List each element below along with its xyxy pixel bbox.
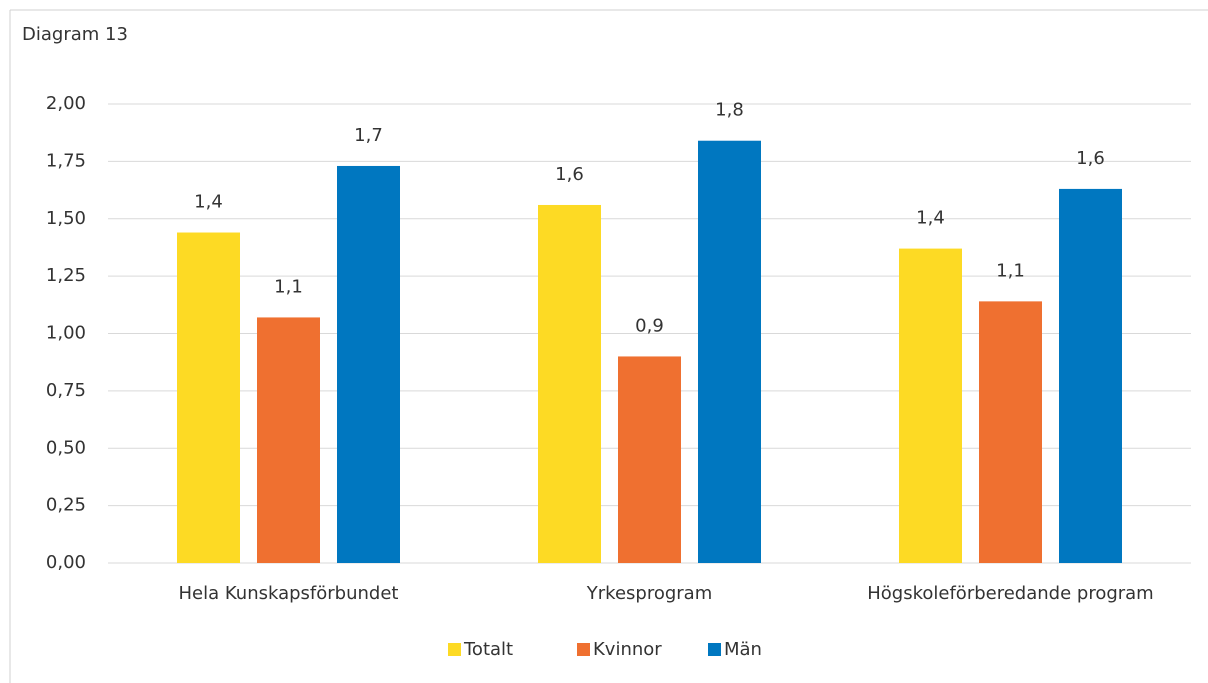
legend-swatch (708, 643, 721, 656)
legend-swatch (577, 643, 590, 656)
legend-label: Män (724, 639, 762, 660)
y-tick-label: 1,25 (46, 265, 86, 286)
y-tick-label: 0,75 (46, 380, 86, 401)
bar (538, 204, 601, 564)
legend-label: Totalt (463, 639, 513, 660)
bar (1059, 188, 1122, 564)
data-label: 1,6 (1076, 148, 1105, 169)
bar (618, 356, 681, 563)
bar (899, 248, 962, 563)
x-tick-label: Högskoleförberedande program (867, 583, 1153, 604)
data-label: 1,1 (996, 260, 1025, 281)
x-tick-label: Yrkesprogram (586, 583, 712, 604)
y-tick-label: 0,25 (46, 495, 86, 516)
data-label: 1,4 (916, 208, 945, 229)
chart-title: Diagram 13 (22, 24, 128, 45)
legend-label: Kvinnor (593, 639, 662, 660)
bar (177, 232, 240, 563)
y-tick-label: 1,50 (46, 208, 86, 229)
data-label: 1,4 (194, 192, 223, 213)
data-label: 1,8 (715, 100, 744, 121)
data-label: 1,6 (555, 164, 584, 185)
y-tick-label: 0,50 (46, 437, 86, 458)
data-label: 0,9 (635, 315, 664, 336)
y-tick-label: 1,75 (46, 150, 86, 171)
bar (698, 140, 761, 563)
y-tick-label: 0,00 (46, 552, 86, 573)
bar (257, 317, 320, 563)
data-label: 1,7 (354, 125, 383, 146)
legend-swatch (448, 643, 461, 656)
bar (337, 165, 400, 563)
y-tick-label: 2,00 (46, 93, 86, 114)
x-tick-label: Hela Kunskapsförbundet (179, 583, 399, 604)
data-label: 1,1 (274, 276, 303, 297)
y-tick-label: 1,00 (46, 323, 86, 344)
bar (979, 301, 1042, 563)
